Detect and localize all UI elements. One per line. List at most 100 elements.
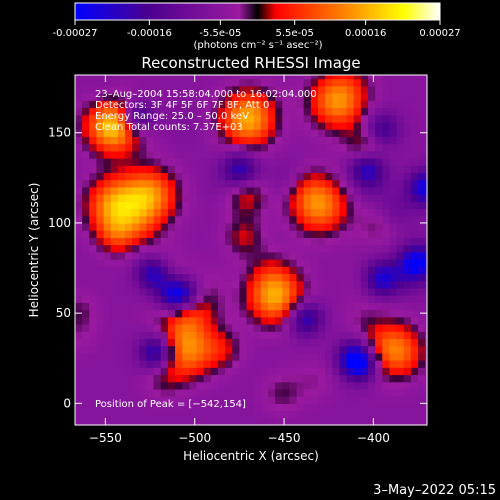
heatmap-cell — [225, 143, 233, 152]
heatmap-cell — [425, 388, 427, 397]
heatmap-cell — [239, 417, 248, 425]
heatmap-cell — [132, 136, 140, 145]
heatmap-cell — [339, 273, 348, 282]
heatmap-cell — [353, 338, 362, 347]
heatmap-cell — [96, 114, 105, 123]
heatmap-cell — [203, 143, 212, 152]
heatmap-cell — [296, 165, 305, 174]
heatmap-cell — [303, 323, 312, 332]
heatmap-cell — [82, 316, 90, 325]
heatmap-cell — [325, 360, 333, 368]
heatmap-cell — [96, 244, 105, 253]
heatmap-cell — [418, 352, 426, 361]
heatmap-cell — [346, 302, 355, 311]
heatmap-cell — [203, 352, 212, 361]
heatmap-cell — [318, 345, 326, 354]
heatmap-cell — [153, 316, 162, 325]
heatmap-cell — [175, 93, 183, 101]
heatmap-cell — [389, 374, 398, 383]
heatmap-cell — [203, 331, 212, 340]
heatmap-cell — [175, 114, 183, 123]
heatmap-cell — [260, 302, 269, 311]
heatmap-cell — [339, 143, 348, 152]
heatmap-cell — [139, 417, 148, 425]
heatmap-cell — [275, 179, 283, 188]
heatmap-cell — [167, 85, 176, 94]
heatmap-cell — [210, 172, 219, 181]
heatmap-cell — [282, 230, 291, 238]
heatmap-cell — [253, 237, 262, 246]
heatmap-cell — [353, 136, 362, 145]
heatmap-cell — [375, 259, 383, 267]
heatmap-cell — [82, 259, 90, 267]
heatmap-cell — [282, 251, 291, 260]
heatmap-cell — [332, 114, 341, 123]
heatmap-cell — [232, 107, 240, 116]
heatmap-cell — [82, 201, 90, 210]
heatmap-cell — [89, 287, 98, 296]
heatmap-cell — [110, 194, 119, 202]
heatmap-cell — [125, 136, 133, 145]
heatmap-cell — [82, 280, 90, 289]
heatmap-cell — [117, 93, 126, 101]
heatmap-cell — [410, 273, 419, 282]
heatmap-cell — [210, 208, 219, 217]
heatmap-cell — [325, 114, 333, 123]
heatmap-cell — [232, 396, 240, 404]
heatmap-cell — [325, 417, 333, 425]
heatmap-cell — [160, 244, 169, 253]
heatmap-cell — [353, 396, 362, 404]
heatmap-cell — [418, 259, 426, 267]
heatmap-cell — [210, 338, 219, 347]
heatmap-cell — [167, 107, 176, 116]
heatmap-cell — [375, 287, 383, 296]
heatmap-cell — [225, 338, 233, 347]
heatmap-cell — [132, 150, 140, 159]
heatmap-cell — [325, 157, 333, 166]
heatmap-cell — [253, 417, 262, 425]
colorbar-gradient — [74, 2, 441, 21]
heatmap-cell — [117, 165, 126, 174]
heatmap-cell — [139, 85, 148, 94]
heatmap-cell — [182, 165, 190, 174]
heatmap-cell — [89, 114, 98, 123]
heatmap-cell — [217, 136, 226, 145]
heatmap-cell — [275, 388, 283, 397]
heatmap-cell — [189, 100, 198, 109]
heatmap-cell — [310, 360, 319, 368]
heatmap-cell — [303, 136, 312, 145]
heatmap-cell — [110, 215, 119, 224]
heatmap-cell — [103, 302, 112, 311]
heatmap-cell — [203, 287, 212, 296]
heatmap-cell — [289, 85, 298, 94]
heatmap-cell — [325, 136, 333, 145]
heatmap-cell — [103, 93, 112, 101]
heatmap-cell — [253, 367, 262, 376]
heatmap-cell — [310, 287, 319, 296]
heatmap-cell — [132, 396, 140, 404]
heatmap-cell — [318, 367, 326, 376]
heatmap-cell — [239, 121, 248, 130]
heatmap-cell — [175, 129, 183, 137]
heatmap-cell — [89, 157, 98, 166]
heatmap-cell — [368, 114, 376, 123]
heatmap-cell — [332, 215, 341, 224]
heatmap-cell — [382, 100, 391, 109]
heatmap-cell — [360, 75, 369, 80]
heatmap-cell — [89, 85, 98, 94]
heatmap-cell — [425, 360, 427, 368]
heatmap-cell — [117, 78, 126, 87]
heatmap-cell — [339, 237, 348, 246]
heatmap-cell — [203, 381, 212, 390]
heatmap-cell — [260, 374, 269, 383]
heatmap-cell — [96, 302, 105, 311]
heatmap-cell — [239, 367, 248, 376]
colorbar-tick-label: 5.5e-05 — [275, 28, 313, 39]
heatmap-cell — [182, 230, 190, 238]
heatmap-cell — [382, 75, 391, 80]
heatmap-cell — [410, 295, 419, 303]
heatmap-cell — [346, 157, 355, 166]
heatmap-cell — [110, 352, 119, 361]
heatmap-cell — [346, 237, 355, 246]
heatmap-cell — [210, 410, 219, 419]
